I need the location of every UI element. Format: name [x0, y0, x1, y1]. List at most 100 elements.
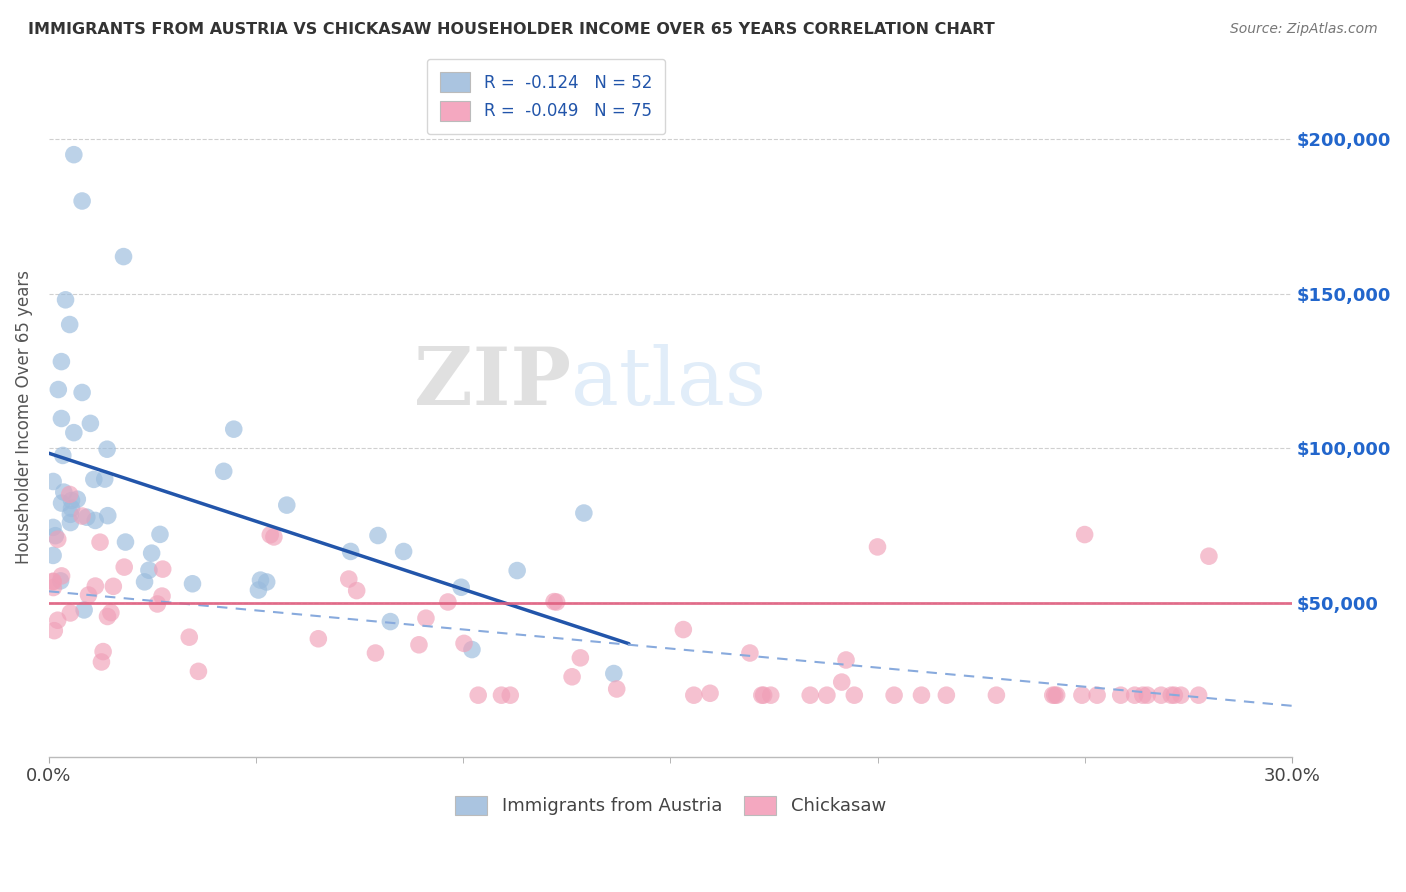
Point — [606, 681, 628, 696]
Point — [1160, 688, 1182, 702]
Point — [247, 582, 270, 597]
Point — [84, 513, 107, 527]
Point — [100, 606, 122, 620]
Point — [453, 636, 475, 650]
Point — [70, 509, 93, 524]
Point — [59, 487, 82, 501]
Point — [935, 688, 957, 702]
Point — [1085, 688, 1108, 702]
Point — [59, 516, 82, 530]
Point — [96, 609, 118, 624]
Point — [844, 688, 866, 702]
Point — [63, 425, 86, 440]
Point — [60, 501, 83, 516]
Point — [1187, 688, 1209, 702]
Point — [138, 563, 160, 577]
Point — [1170, 688, 1192, 702]
Point — [499, 688, 522, 702]
Point — [70, 194, 93, 208]
Point — [49, 574, 72, 588]
Point — [249, 573, 271, 587]
Point — [1136, 688, 1159, 702]
Point — [337, 572, 360, 586]
Point — [46, 532, 69, 546]
Text: Source: ZipAtlas.com: Source: ZipAtlas.com — [1230, 22, 1378, 37]
Point — [146, 597, 169, 611]
Point — [1042, 688, 1064, 702]
Point — [1109, 688, 1132, 702]
Point — [222, 422, 245, 436]
Point — [52, 485, 75, 500]
Point — [259, 528, 281, 542]
Point — [141, 546, 163, 560]
Point — [1123, 688, 1146, 702]
Point — [339, 544, 361, 558]
Point — [1073, 527, 1095, 541]
Point — [42, 581, 65, 595]
Point — [103, 579, 125, 593]
Point — [212, 464, 235, 478]
Point — [883, 688, 905, 702]
Point — [437, 595, 460, 609]
Point — [415, 611, 437, 625]
Point — [1163, 688, 1185, 702]
Point — [60, 493, 83, 508]
Point — [51, 569, 73, 583]
Point — [149, 527, 172, 541]
Point — [42, 574, 65, 589]
Point — [83, 472, 105, 486]
Point — [79, 417, 101, 431]
Point — [51, 354, 73, 368]
Point — [42, 475, 65, 489]
Point — [380, 615, 402, 629]
Point — [59, 606, 82, 620]
Point — [866, 540, 889, 554]
Text: IMMIGRANTS FROM AUSTRIA VS CHICKASAW HOUSEHOLDER INCOME OVER 65 YEARS CORRELATIO: IMMIGRANTS FROM AUSTRIA VS CHICKASAW HOU… — [28, 22, 995, 37]
Point — [835, 653, 858, 667]
Point — [346, 583, 368, 598]
Point — [112, 560, 135, 574]
Point — [150, 589, 173, 603]
Point — [986, 688, 1008, 702]
Point — [42, 520, 65, 534]
Point — [1046, 688, 1069, 702]
Point — [738, 646, 761, 660]
Point — [181, 576, 204, 591]
Point — [450, 580, 472, 594]
Point — [51, 411, 73, 425]
Point — [831, 675, 853, 690]
Point — [59, 318, 82, 332]
Point — [66, 492, 89, 507]
Point — [84, 579, 107, 593]
Point — [307, 632, 329, 646]
Point — [561, 670, 583, 684]
Point — [364, 646, 387, 660]
Point — [569, 651, 592, 665]
Point — [42, 549, 65, 563]
Point — [90, 655, 112, 669]
Point — [97, 508, 120, 523]
Point — [682, 688, 704, 702]
Point — [815, 688, 838, 702]
Point — [543, 594, 565, 608]
Point — [572, 506, 595, 520]
Point — [506, 564, 529, 578]
Y-axis label: Householder Income Over 65 years: Householder Income Over 65 years — [15, 270, 32, 565]
Point — [1132, 688, 1154, 702]
Point — [367, 528, 389, 542]
Point — [1043, 688, 1066, 702]
Point — [603, 666, 626, 681]
Point — [461, 642, 484, 657]
Point — [152, 562, 174, 576]
Point — [63, 147, 86, 161]
Point — [467, 688, 489, 702]
Point — [52, 449, 75, 463]
Point — [910, 688, 932, 702]
Text: atlas: atlas — [571, 344, 766, 422]
Point — [1150, 688, 1173, 702]
Point — [491, 688, 513, 702]
Point — [263, 530, 285, 544]
Point — [44, 624, 66, 638]
Legend: Immigrants from Austria, Chickasaw: Immigrants from Austria, Chickasaw — [447, 789, 893, 822]
Point — [408, 638, 430, 652]
